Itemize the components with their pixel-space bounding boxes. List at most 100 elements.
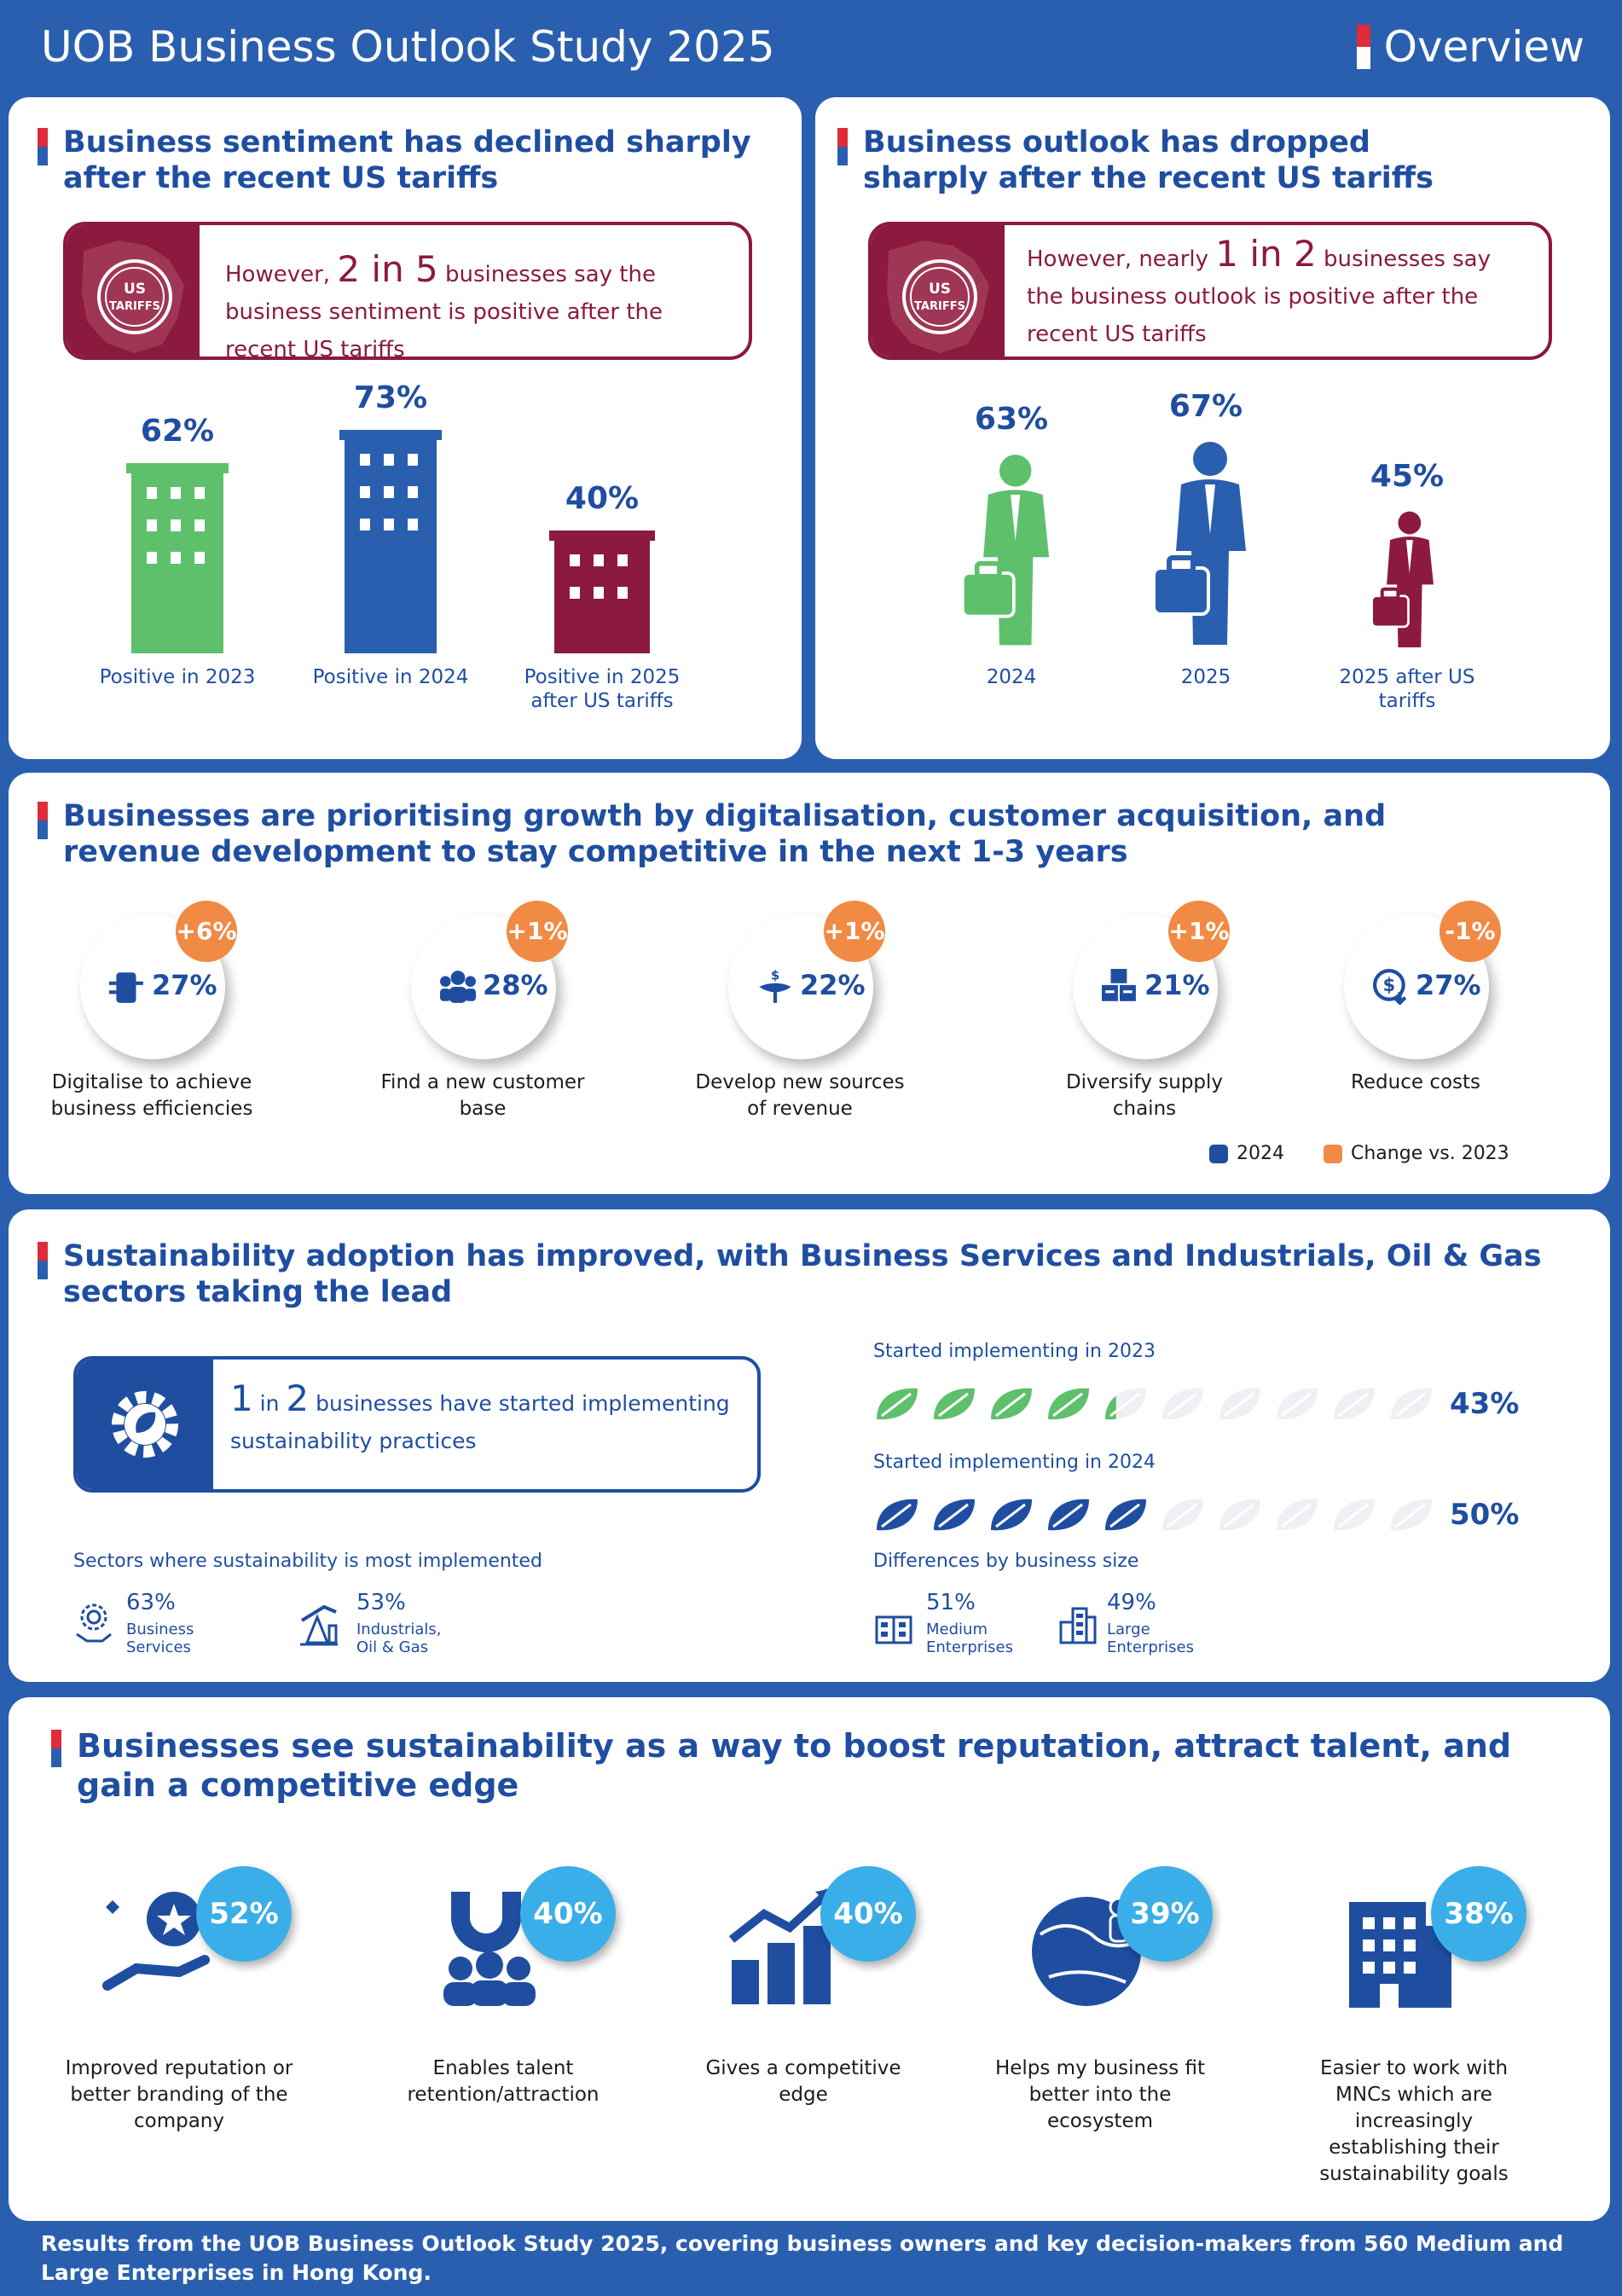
- leaf-icon: [934, 1388, 975, 1420]
- leaf-icon: [991, 1499, 1032, 1531]
- sentiment-heading: Business sentiment has declined sharply …: [38, 125, 788, 196]
- change-badge: +1%: [1168, 901, 1230, 962]
- businessperson-icon: [1370, 511, 1434, 647]
- benefit-value-badge: 39%: [1117, 1866, 1213, 1962]
- boxes-icon: [1102, 969, 1136, 1001]
- growth-label: Develop new sources of revenue: [695, 1071, 905, 1120]
- svg-text:TARIFFS: TARIFFS: [109, 300, 160, 313]
- figure-label: 2025 after US tariffs: [1339, 666, 1475, 712]
- sector-business-services: 63% Business Services: [73, 1590, 261, 1656]
- window: [360, 519, 370, 531]
- growth-legend: 2024 Change vs. 2023: [1209, 1143, 1509, 1164]
- bar-label: Positive in 2025 after US tariffs: [524, 666, 681, 712]
- window: [194, 519, 205, 531]
- leaf-icon: [1048, 1388, 1089, 1420]
- window: [384, 454, 394, 466]
- bar-value: 73%: [353, 380, 428, 415]
- handshake-gear-icon: [76, 1603, 112, 1643]
- flag-icon: [51, 1730, 61, 1767]
- leaf-icon: [1219, 1499, 1260, 1531]
- change-badge: +1%: [824, 901, 885, 962]
- legend-item: 2024: [1209, 1143, 1284, 1164]
- growth-label: Reduce costs: [1350, 1071, 1481, 1093]
- sentiment-panel: Business sentiment has declined sharply …: [9, 97, 802, 759]
- sentiment-callout: US TARIFFS However, 2 in 5 businesses sa…: [63, 222, 752, 360]
- benefit-value-badge: 40%: [820, 1866, 916, 1962]
- legend-item: Change vs. 2023: [1324, 1143, 1509, 1164]
- benefit-value-badge: 40%: [520, 1866, 616, 1962]
- leaf-icon: [1162, 1388, 1203, 1420]
- size-medium: 51% Medium Enterprises: [873, 1590, 1061, 1656]
- magnet-people-icon: [443, 1892, 536, 2006]
- outlook-callout-text: However, nearly 1 in 2 businesses say th…: [1027, 233, 1491, 348]
- growth-value: 22%: [800, 969, 866, 1001]
- growth-value: 21%: [1144, 969, 1210, 1001]
- window: [408, 486, 418, 498]
- gear-leaf-icon: [112, 1391, 178, 1458]
- flag-icon: [38, 802, 48, 839]
- leaf-icon: [877, 1388, 918, 1420]
- growth-heading: Businesses are prioritising growth by di…: [38, 798, 1521, 870]
- leaf-row-title: Started implementing in 2024: [873, 1452, 1156, 1473]
- svg-text:$: $: [1383, 975, 1396, 995]
- window: [360, 486, 370, 498]
- growth-heading-text: Businesses are prioritising growth by di…: [63, 799, 1387, 869]
- window: [594, 554, 604, 566]
- us-tariffs-badge: US TARIFFS: [872, 225, 1005, 357]
- growth-value: 27%: [1416, 969, 1481, 1001]
- outlook-callout: US TARIFFS However, nearly 1 in 2 busine…: [868, 222, 1552, 360]
- flag-icon: [38, 1242, 48, 1279]
- leaf-icon: [1391, 1388, 1432, 1420]
- leaf-icon: [1219, 1388, 1260, 1420]
- outlook-heading-text: Business outlook has dropped sharply aft…: [863, 125, 1434, 195]
- growth-label: Diversify supply chains: [1065, 1071, 1224, 1120]
- sustainability-callout-text: 1 in 2 businesses have started implement…: [230, 1377, 730, 1454]
- bar-label: Positive in 2024: [312, 666, 469, 688]
- businessperson-icon: [960, 455, 1049, 646]
- medium-building-icon: [875, 1615, 912, 1644]
- growth-label: Digitalise to achieve business efficienc…: [50, 1071, 253, 1120]
- us-tariffs-stamp-icon: US TARIFFS: [82, 241, 184, 353]
- window: [408, 519, 418, 531]
- legend-swatch: [1209, 1144, 1228, 1163]
- digital-icon: [109, 972, 143, 1003]
- large-building-icon: [1059, 1607, 1097, 1644]
- header: UOB Business Outlook Study 2025 Overview: [0, 0, 1622, 96]
- us-tariffs-stamp-icon: US TARIFFS: [887, 241, 989, 353]
- building-roof: [126, 463, 229, 473]
- sustainability-heading-text: Sustainability adoption has improved, wi…: [63, 1239, 1542, 1309]
- window: [171, 552, 181, 564]
- sustainability-heading: Sustainability adoption has improved, wi…: [38, 1238, 1590, 1310]
- sentiment-heading-text: Business sentiment has declined sharply …: [63, 125, 751, 195]
- stamp-text: US: [124, 281, 146, 298]
- window: [594, 587, 604, 599]
- window: [570, 587, 580, 599]
- building-bar: [126, 463, 229, 653]
- benefit-label: Gives a competitive edge: [705, 2057, 901, 2106]
- bar-value: 40%: [565, 481, 640, 516]
- size-title: Differences by business size: [873, 1551, 1139, 1572]
- leaf-icon: [991, 1388, 1032, 1420]
- leaf-row-title: Started implementing in 2023: [873, 1341, 1156, 1362]
- sector-industrials-oil-gas: 53% Industrials, Oil & Gas: [298, 1590, 486, 1656]
- window: [147, 552, 157, 564]
- window: [617, 554, 628, 566]
- benefits-heading-text: Businesses see sustainability as a way t…: [77, 1727, 1512, 1804]
- bar-label: Positive in 2023: [99, 666, 256, 688]
- leaf-icon: [1048, 1499, 1089, 1531]
- us-tariffs-badge: US TARIFFS: [67, 225, 200, 357]
- figure-label: 2025: [1180, 666, 1231, 688]
- leaf-icon: [934, 1499, 975, 1531]
- figure-value: 45%: [1370, 459, 1445, 494]
- sustainability-panel: Sustainability adoption has improved, wi…: [9, 1209, 1610, 1682]
- leaf-icon: [1105, 1388, 1146, 1420]
- leaf-icon: [1277, 1499, 1318, 1531]
- benefits-panel: Businesses see sustainability as a way t…: [9, 1697, 1610, 2221]
- window: [147, 519, 157, 531]
- figure-label: 2024: [986, 666, 1037, 688]
- window: [617, 587, 628, 599]
- building-roof: [339, 430, 442, 440]
- office-building-icon: [1349, 1902, 1451, 2008]
- benefits-heading: Businesses see sustainability as a way t…: [51, 1726, 1552, 1805]
- gear-leaf-badge: [77, 1360, 213, 1489]
